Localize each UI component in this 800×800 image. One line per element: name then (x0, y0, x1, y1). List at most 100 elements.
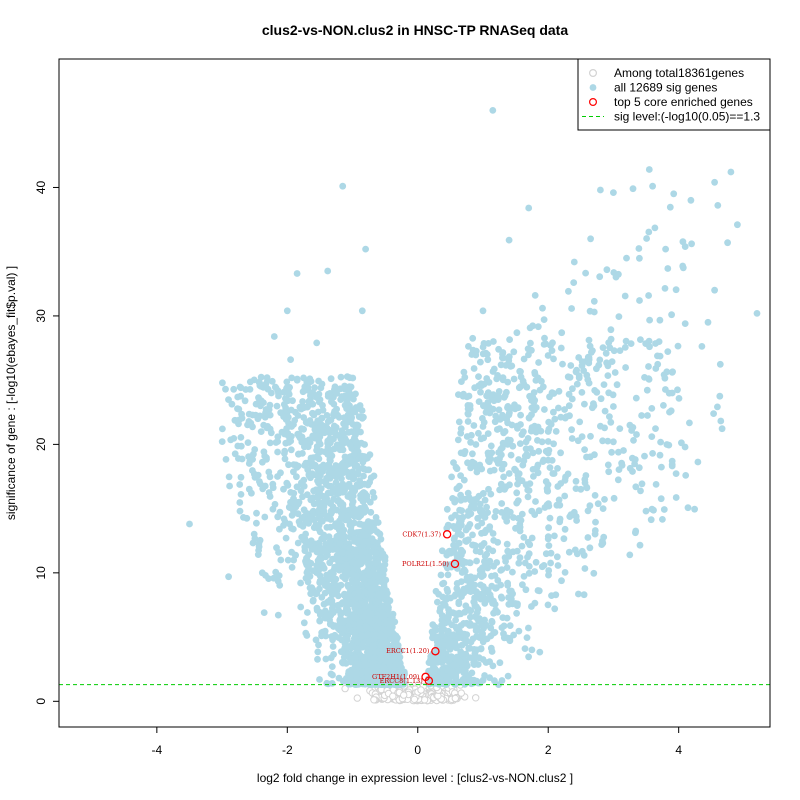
sig-gene-point (342, 438, 350, 446)
sig-gene-point (553, 553, 561, 561)
sig-gene-point (466, 607, 474, 615)
sig-gene-point (456, 518, 463, 525)
sig-gene-point (330, 400, 338, 408)
sig-gene-point (462, 636, 470, 644)
sig-gene-point (303, 491, 311, 499)
sig-gene-point (376, 530, 384, 538)
sig-gene-point (606, 344, 614, 352)
sig-gene-point (464, 410, 472, 418)
sig-gene-point (452, 591, 459, 598)
sig-gene-point (492, 508, 500, 515)
sig-gene-point (753, 310, 761, 317)
nonsig-gene-point (420, 696, 429, 704)
sig-gene-point (538, 377, 545, 385)
sig-gene-point (664, 265, 672, 272)
sig-gene-point (485, 485, 492, 493)
sig-gene-point (234, 393, 242, 401)
sig-gene-point (257, 428, 265, 435)
sig-gene-point (506, 622, 514, 629)
sig-gene-point (369, 642, 377, 650)
sig-gene-point (263, 374, 271, 381)
sig-gene-point (447, 594, 454, 602)
sig-gene-point (289, 397, 296, 405)
sig-gene-point (319, 406, 327, 414)
sig-gene-point (668, 369, 676, 376)
sig-gene-point (446, 547, 453, 555)
sig-gene-point (307, 515, 315, 522)
sig-gene-point (444, 571, 452, 579)
sig-gene-point (647, 516, 655, 524)
sig-gene-point (353, 675, 361, 683)
sig-gene-point (311, 384, 318, 392)
sig-gene-point (257, 402, 264, 410)
sig-gene-point (585, 336, 593, 344)
sig-gene-point (542, 340, 550, 348)
sig-gene-point (461, 448, 469, 455)
sig-gene-point (618, 461, 626, 469)
sig-gene-point (301, 543, 309, 551)
sig-gene-point (534, 323, 542, 331)
sig-gene-point (603, 266, 611, 274)
sig-gene-point (346, 374, 354, 382)
sig-gene-point (444, 588, 452, 596)
sig-gene-point (519, 581, 526, 589)
sig-gene-point (285, 390, 293, 398)
sig-gene-point (602, 349, 610, 357)
sig-gene-point (513, 609, 520, 617)
sig-gene-point (341, 382, 348, 390)
sig-gene-point (464, 536, 472, 544)
sig-gene-point (336, 540, 344, 548)
sig-gene-point (495, 406, 503, 414)
nonsig-gene-point (341, 684, 349, 693)
sig-gene-point (479, 564, 486, 572)
sig-gene-point (467, 464, 474, 472)
sig-gene-point (576, 418, 584, 426)
sig-gene-point (362, 245, 369, 253)
sig-gene-point (572, 477, 580, 485)
sig-gene-point (727, 168, 735, 176)
sig-gene-point (316, 676, 323, 683)
x-axis-label: log2 fold change in expression level : [… (257, 771, 573, 785)
sig-gene-point (520, 534, 528, 541)
sig-gene-point (448, 514, 455, 522)
core-gene: CDK7(1.37) (402, 530, 452, 539)
sig-gene-point (245, 410, 253, 418)
sig-gene-point (656, 451, 664, 459)
sig-gene-point (274, 448, 281, 456)
sig-gene-point (364, 454, 371, 462)
sig-gene-point (329, 643, 337, 650)
nonsig-gene-point (370, 696, 378, 704)
sig-gene-point (442, 561, 450, 569)
sig-gene-point (496, 486, 503, 494)
sig-gene-point (297, 603, 305, 611)
sig-gene-point (445, 635, 453, 643)
sig-gene-point (518, 542, 526, 550)
sig-gene-point (370, 472, 378, 480)
sig-gene-point (367, 591, 375, 599)
sig-gene-point (343, 405, 350, 412)
sig-gene-point (322, 655, 330, 663)
sig-gene-point (283, 307, 291, 315)
sig-gene-point (626, 551, 634, 559)
sig-gene-point (479, 423, 487, 430)
sig-gene-point (492, 606, 500, 614)
sig-gene-point (491, 629, 499, 636)
sig-gene-point (495, 681, 502, 688)
sig-gene-point (718, 425, 726, 433)
sig-gene-point (554, 562, 562, 569)
sig-gene-point (469, 334, 477, 342)
sig-gene-point (360, 574, 367, 582)
sig-gene-point (272, 384, 280, 392)
sig-gene-point (372, 514, 380, 521)
sig-gene-point (507, 451, 515, 459)
sig-gene-point (510, 375, 518, 383)
sig-gene-point (374, 572, 382, 579)
plot-area (58, 58, 771, 728)
sig-gene-point (471, 504, 479, 512)
sig-gene-point (479, 307, 487, 315)
sig-gene-point (284, 556, 292, 564)
sig-gene-point (364, 566, 371, 574)
sig-gene-point (328, 663, 336, 670)
sig-gene-point (606, 413, 613, 420)
